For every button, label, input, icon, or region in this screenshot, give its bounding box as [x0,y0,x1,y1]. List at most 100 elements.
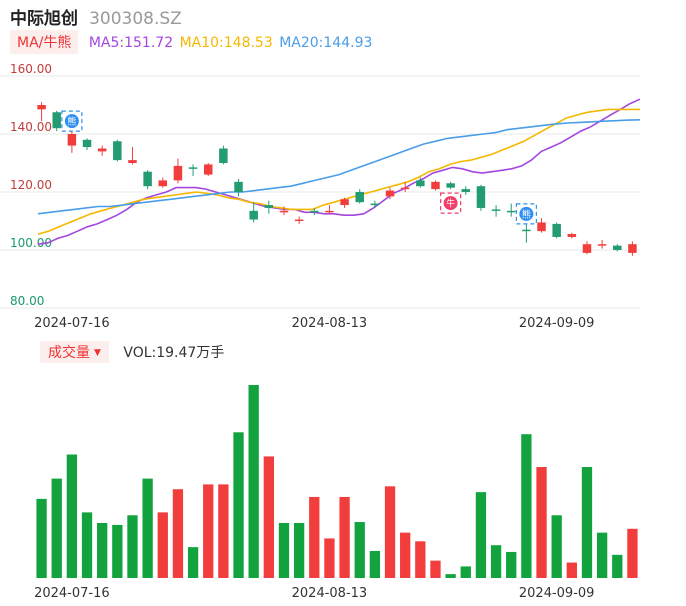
candle-body [416,180,425,187]
volume-bar [324,538,335,578]
bear-signal-marker[interactable]: 熊 [515,203,537,225]
ma-legend: MA/牛熊 MA5:151.72 MA10:148.53 MA20:144.93 [10,30,372,54]
candle [522,223,531,243]
volume-bar [187,547,199,578]
caret-down-icon: ▼ [94,348,101,358]
volume-bar [581,467,593,578]
candle [158,177,168,188]
volume-bar [400,532,411,578]
volume-bar [430,560,441,578]
marker-label: 熊 [522,208,531,220]
volume-bar [339,496,350,578]
volume-bar [218,484,229,578]
marker-frame [440,192,462,214]
candle-body [188,167,198,169]
candle-body [158,180,168,187]
ma-toggle-button[interactable]: MA/牛熊 [10,30,79,54]
candle [491,205,501,217]
bull-signal-marker[interactable]: 牛 [440,192,462,214]
marker-frame [515,203,537,225]
candle [582,241,592,255]
candle [416,177,425,188]
marker-badge [64,114,79,129]
volume-bar [415,541,426,578]
candle-body [52,112,61,129]
candle [325,205,334,214]
candle [188,164,198,177]
candle-body [113,141,122,161]
candle [597,239,607,249]
marker-badge [443,196,458,211]
candle-body [340,199,349,206]
candle-body [264,205,274,208]
candle [294,216,304,224]
candle [128,147,137,165]
candle [461,186,471,195]
volume-bar [596,532,608,578]
volume-bar [354,522,365,578]
candle-body [325,210,334,213]
price-tick-label: 100.00 [10,236,52,250]
volume-bar [248,385,259,578]
volume-bar [293,522,305,578]
volume-bar [51,478,62,578]
candle [219,145,228,165]
candle-body [628,244,637,253]
candle-body [82,139,92,148]
volume-bar [66,454,78,578]
ma-lines [37,98,641,245]
volume-bar [203,484,214,578]
candle-body [522,229,531,232]
candle [537,218,546,233]
candle [385,187,395,200]
candle [143,170,152,190]
candle [52,110,61,132]
candle [310,207,319,216]
candle-body [597,244,607,246]
candle [113,139,122,162]
candle [613,244,622,252]
candle-body [234,181,243,192]
ma5-line [37,98,641,245]
candle [340,197,349,208]
candle-body [143,171,152,187]
candle-body [173,165,183,181]
volume-bar [97,522,108,578]
candle-body [400,187,410,190]
bear-signal-marker[interactable]: 熊 [61,110,83,132]
volume-bar [142,478,153,578]
candle [446,181,455,190]
candle-body [567,234,577,237]
volume-bar [127,515,138,578]
volume-bar [36,498,47,578]
price-tick-label: 80.00 [10,294,44,308]
candle [506,203,516,217]
candle-body [279,210,289,213]
volume-indicator-dropdown[interactable]: 成交量 ▼ [40,341,109,363]
candle-body [476,186,486,208]
volume-bar [612,554,623,578]
candle-body [552,223,561,237]
price-tick-label: 140.00 [10,120,52,134]
marker-label: 牛 [446,198,455,210]
ma10-line [37,108,640,235]
candle [476,184,486,211]
volume-bar [627,528,638,578]
marker-label: 熊 [67,116,76,128]
volume-bar [309,496,320,578]
date-tick-label: 2024-09-09 [519,586,595,601]
stock-code: 300308.SZ [89,9,182,29]
candle-body [613,245,622,250]
volume-bars [36,385,638,578]
price-grid [0,75,640,309]
date-tick-label: 2024-09-09 [519,316,595,331]
candle-body [461,189,471,192]
candle [234,178,243,197]
candle-body [491,209,501,211]
candle-body [537,222,546,232]
volume-bar [157,512,168,578]
candle [37,102,46,121]
candle-body [219,148,228,163]
volume-bar [506,551,517,578]
volume-bar [536,467,547,578]
